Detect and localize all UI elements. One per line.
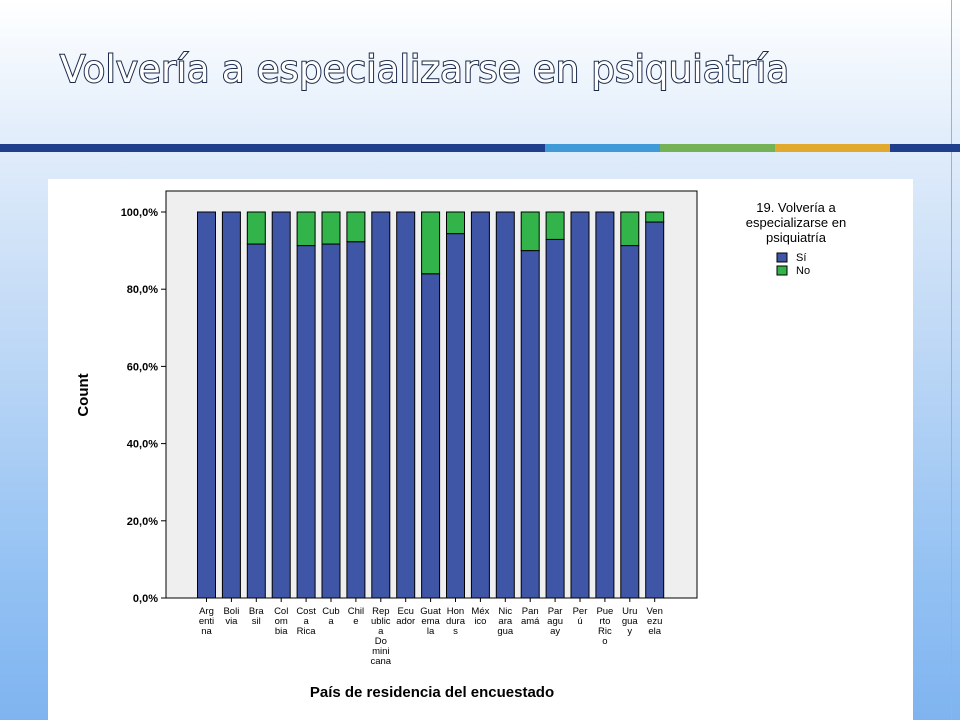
chart-panel: 0,0% 20,0% 40,0% 60,0% 80,0% 100,0% Arg enti na… bbox=[48, 179, 913, 720]
x-tick-label: Nic ara gua bbox=[497, 606, 514, 637]
stripe-segment-1 bbox=[0, 144, 545, 152]
x-tick-label: Per ú bbox=[573, 606, 588, 627]
x-tick-label: Bra sil bbox=[249, 606, 264, 627]
x-tick-label: Par agu ay bbox=[547, 606, 563, 637]
x-tick-label: Pue rto Ric o bbox=[596, 606, 613, 647]
bar-no bbox=[520, 211, 540, 252]
y-tick-label: 60,0% bbox=[127, 361, 158, 373]
bar-no bbox=[446, 211, 465, 235]
y-tick-label: 80,0% bbox=[127, 284, 158, 296]
stripe-segment-3 bbox=[660, 144, 775, 152]
x-tick-label: Arg enti na bbox=[199, 606, 214, 637]
stacked-bar-chart: 0,0% 20,0% 40,0% 60,0% 80,0% 100,0% Arg enti na… bbox=[75, 190, 846, 701]
x-tick-label: Ecu ador bbox=[396, 606, 415, 627]
bar-no bbox=[296, 211, 316, 247]
y-tick-label: 0,0% bbox=[133, 593, 158, 605]
bar-si bbox=[520, 250, 540, 599]
bar-si bbox=[321, 243, 341, 599]
x-tick-label: Guat ema la bbox=[420, 606, 441, 637]
y-tick-label: 100,0% bbox=[121, 207, 159, 219]
bar-si bbox=[620, 245, 640, 599]
x-tick-label: Pan amá bbox=[521, 606, 540, 627]
y-tick-label: 20,0% bbox=[127, 516, 158, 528]
y-axis: 0,0% 20,0% 40,0% 60,0% 80,0% 100,0% bbox=[121, 191, 167, 605]
bar-no bbox=[645, 211, 665, 223]
legend-title: psiquiatría bbox=[766, 230, 827, 245]
bar-si bbox=[570, 211, 590, 599]
legend-title: 19. Volvería a bbox=[756, 200, 836, 215]
bar-si bbox=[346, 241, 366, 599]
bar-no bbox=[421, 211, 441, 275]
x-tick-label: Chil e bbox=[348, 606, 364, 627]
bar-si bbox=[645, 221, 665, 599]
bar-si bbox=[421, 273, 441, 599]
bar-si bbox=[296, 245, 316, 599]
legend-swatch bbox=[776, 252, 788, 263]
bar-no bbox=[620, 211, 640, 247]
x-axis: Arg enti na Boli via Bra sil Col om bia Cost a Rica C… bbox=[166, 597, 697, 667]
x-tick-label: Méx ico bbox=[471, 606, 489, 627]
bar-si bbox=[470, 211, 490, 599]
stripe-segment-5 bbox=[890, 144, 960, 152]
y-tick-label: 40,0% bbox=[127, 439, 158, 451]
x-tick-label: Ven ezu ela bbox=[647, 606, 663, 637]
y-axis-title: Count bbox=[75, 373, 92, 416]
x-tick-label: Uru gua y bbox=[622, 606, 639, 637]
legend-label: No bbox=[796, 265, 810, 277]
bar-si bbox=[197, 211, 216, 599]
bar-si bbox=[246, 243, 266, 599]
slide-title: Volvería a especializarse en psiquiatría bbox=[59, 47, 790, 92]
x-tick-label: Rep ublic a Do mini cana bbox=[370, 606, 391, 667]
x-tick-label: Boli via bbox=[223, 606, 239, 627]
legend-swatch bbox=[776, 265, 788, 276]
x-tick-label: Cost a Rica bbox=[296, 606, 316, 637]
bars-group bbox=[197, 211, 665, 599]
right-border-rule bbox=[951, 0, 952, 720]
legend-title: especializarse en bbox=[746, 215, 846, 230]
bar-si bbox=[595, 211, 615, 599]
bar-si bbox=[545, 238, 565, 599]
x-tick-label: Cub a bbox=[322, 606, 339, 627]
bar-si bbox=[446, 233, 465, 599]
bar-si bbox=[495, 211, 515, 599]
bar-no bbox=[545, 211, 565, 240]
bar-si bbox=[396, 211, 416, 599]
x-tick-label: Hon dura s bbox=[446, 606, 466, 637]
legend-label: Sí bbox=[796, 252, 806, 264]
bar-si bbox=[371, 211, 391, 599]
stripe-segment-4 bbox=[775, 144, 890, 152]
bar-no bbox=[246, 211, 266, 245]
bar-si bbox=[271, 211, 291, 599]
x-axis-title: País de residencia del encuestado bbox=[310, 684, 554, 701]
x-tick-label: Col om bia bbox=[274, 606, 288, 637]
bar-si bbox=[221, 211, 241, 599]
bar-no bbox=[321, 211, 341, 245]
stripe-segment-2 bbox=[545, 144, 660, 152]
bar-no bbox=[346, 211, 366, 243]
